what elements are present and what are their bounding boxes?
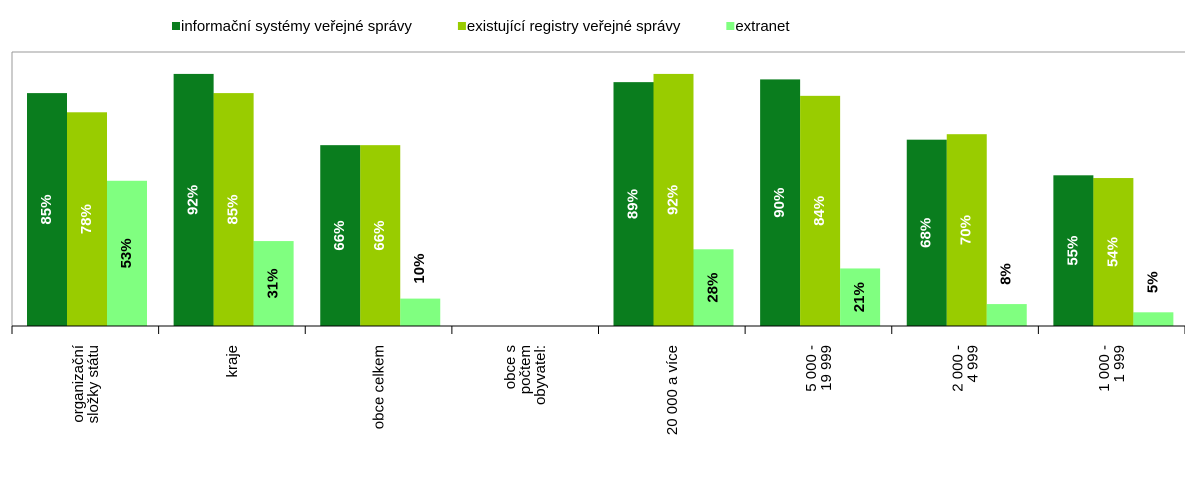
legend-label: extranet [735,18,790,35]
x-tick-label: 1 000 -1 999 [1096,345,1128,392]
bar [693,249,734,326]
legend-swatch [172,22,180,30]
x-tick-label: 5 000 -19 999 [803,345,835,392]
value-label: 10% [411,254,428,284]
bar [67,112,107,326]
x-tick-label: organizačnísložky státu [70,344,102,423]
bar [360,145,401,326]
bar [213,93,254,326]
bar [173,73,214,326]
value-label: 84% [811,196,828,226]
bar [946,134,987,326]
value-label: 92% [664,185,681,215]
bar [1053,175,1094,326]
value-label: 8% [998,263,1015,285]
value-label: 55% [1064,236,1081,266]
legend-label: existující registry veřejné správy [467,18,681,35]
bar [800,95,841,326]
value-label: 66% [371,221,388,251]
bar [840,268,881,326]
value-label: 68% [918,218,935,248]
value-label: 31% [265,269,282,299]
legend-swatch [726,22,735,30]
bar [986,304,1027,326]
bar [906,139,947,326]
value-label: 28% [704,273,721,303]
x-tick-label: kraje [224,345,241,378]
value-label: 53% [118,238,135,268]
x-tick-label: 2 000 -4 999 [950,345,982,392]
value-label: 85% [225,195,242,225]
bar [1093,178,1134,326]
bar [253,241,294,326]
bar [760,79,801,327]
bar [320,145,361,326]
value-label: 70% [958,215,975,245]
x-tick-label: obce spočtemobyvatel: [502,345,549,405]
value-label: 78% [78,204,95,234]
value-label: 85% [38,195,55,225]
bar [107,180,147,326]
x-tick-label: obce celkem [371,345,388,429]
bar [1133,312,1174,326]
value-label: 89% [624,189,641,219]
x-tick-label: 20 000 a více [664,345,681,435]
value-label: 5% [1144,271,1161,293]
bar [613,82,654,326]
legend-label: informační systémy veřejné správy [181,18,412,35]
value-label: 66% [331,221,348,251]
value-label: 92% [185,185,202,215]
value-label: 21% [851,282,868,312]
bar [653,73,694,326]
bar [27,93,67,326]
value-label: 90% [771,188,788,218]
legend-swatch [457,22,466,30]
bar [400,298,441,326]
value-label: 54% [1104,237,1121,267]
